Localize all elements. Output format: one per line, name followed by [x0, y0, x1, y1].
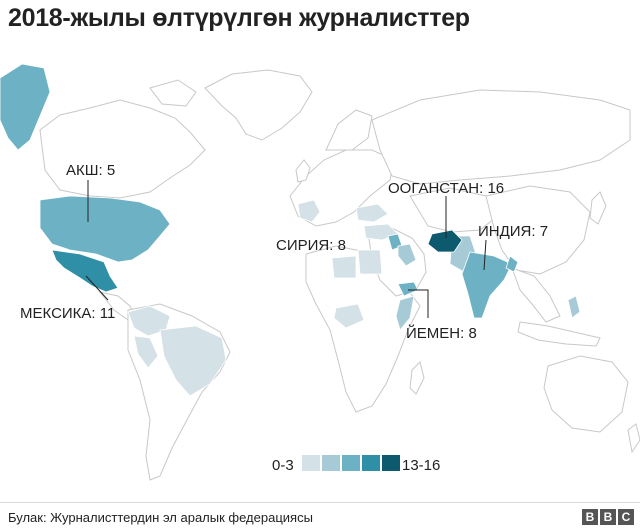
- iraq: [397, 243, 417, 267]
- central-africa: [333, 303, 365, 329]
- bbc-logo: B B C: [582, 509, 634, 525]
- greenland: [204, 69, 313, 141]
- afghanistan-label: ООГАНСТАН: 16: [388, 180, 504, 197]
- bbc-logo-letter: B: [582, 509, 598, 525]
- legend-swatch-5: [382, 455, 400, 471]
- russia: [371, 89, 631, 185]
- southeast-asia: [511, 267, 561, 323]
- scandinavia: [325, 109, 373, 151]
- india: [461, 251, 513, 319]
- legend-swatch-1: [302, 455, 320, 471]
- somalia: [395, 295, 415, 331]
- legend-swatch-3: [342, 455, 360, 471]
- yemen-leader: [408, 289, 429, 318]
- bbc-logo-letter: B: [600, 509, 616, 525]
- legend-max-label: 13-16: [402, 457, 440, 474]
- legend-min-label: 0-3: [272, 457, 294, 474]
- new-zealand: [627, 423, 640, 454]
- mexico-label: МЕКСИКА: 11: [20, 305, 115, 322]
- madagascar: [409, 361, 425, 395]
- bbc-logo-letter: C: [618, 509, 634, 525]
- usa-label: АКШ: 5: [66, 162, 115, 179]
- japan: [589, 191, 607, 225]
- ukraine: [355, 203, 389, 223]
- east-asia: [485, 185, 591, 275]
- uk: [295, 159, 311, 183]
- peru: [133, 335, 159, 369]
- india-leader: [483, 239, 487, 271]
- canada: [39, 99, 206, 199]
- usa: [39, 195, 171, 263]
- western-europe: [297, 199, 321, 223]
- brazil: [159, 325, 227, 397]
- indonesia: [517, 321, 601, 347]
- arctic-islands: [149, 79, 197, 107]
- india-label: ИНДИЯ: 7: [478, 223, 548, 240]
- libya: [331, 255, 357, 279]
- legend-swatch-4: [362, 455, 380, 471]
- bangladesh: [505, 255, 519, 273]
- egypt: [357, 249, 383, 275]
- choropleth: [0, 63, 581, 397]
- philippines: [567, 295, 581, 319]
- world-map: АКШ: 5 МЕКСИКА: 11 СИРИЯ: 8 ООГАНСТАН: 1…: [0, 63, 640, 481]
- mexico-leader: [85, 275, 109, 301]
- footer: Булак: Журналисттердин эл аралык федерац…: [0, 502, 640, 531]
- australia: [543, 355, 629, 433]
- legend-swatch-2: [322, 455, 340, 471]
- leader-lines: [85, 180, 487, 318]
- syria-label: СИРИЯ: 8: [276, 237, 346, 254]
- central-asia: [409, 187, 501, 233]
- map-title: 2018-жылы өлтүрүлгөн журналисттер: [8, 4, 470, 32]
- source-text: Булак: Журналисттердин эл аралык федерац…: [8, 510, 313, 525]
- alaska: [0, 63, 51, 151]
- yemen-label: ЙЕМЕН: 8: [406, 324, 477, 342]
- legend: 0-3 13-16: [272, 455, 440, 474]
- mexico: [51, 249, 119, 293]
- afghanistan: [427, 229, 463, 253]
